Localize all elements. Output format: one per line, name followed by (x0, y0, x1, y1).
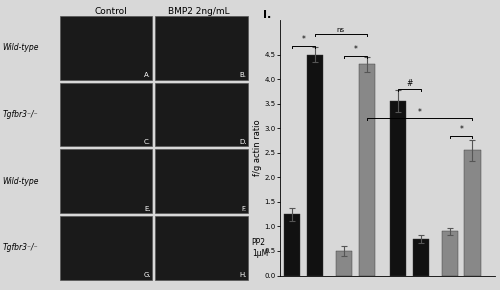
Text: BMP2 2ng/mL: BMP2 2ng/mL (168, 7, 230, 16)
Bar (442, 231, 458, 276)
Bar (464, 150, 480, 276)
Text: *: * (418, 108, 422, 117)
Bar (60, 216, 152, 280)
Text: *: * (354, 45, 358, 54)
Text: *: * (460, 125, 463, 134)
Text: ns: ns (336, 27, 345, 32)
Text: B.: B. (240, 72, 246, 78)
Text: H.: H. (239, 272, 246, 278)
Bar (155, 16, 248, 80)
Text: Tgfbr3⁻/⁻: Tgfbr3⁻/⁻ (2, 110, 38, 119)
Bar (155, 149, 248, 213)
Bar (60, 149, 152, 213)
Text: PP2
1μM: PP2 1μM (252, 238, 268, 258)
Bar (307, 55, 323, 276)
Text: Tgfbr3⁻/⁻: Tgfbr3⁻/⁻ (2, 243, 38, 253)
Bar (60, 83, 152, 146)
Bar (155, 216, 248, 280)
Text: A.: A. (144, 72, 151, 78)
Bar (60, 16, 152, 80)
Bar (284, 214, 300, 276)
Bar (155, 83, 248, 146)
Y-axis label: f/g actin ratio: f/g actin ratio (253, 119, 262, 176)
Text: E.: E. (144, 206, 151, 212)
Bar (358, 64, 375, 276)
Text: #: # (406, 79, 412, 88)
Text: I.: I. (263, 10, 271, 19)
Text: G.: G. (144, 272, 151, 278)
Bar (390, 101, 406, 276)
Bar (336, 251, 352, 276)
Text: F.: F. (242, 206, 246, 212)
Text: C.: C. (144, 139, 151, 145)
Text: *: * (302, 35, 306, 44)
Bar (412, 239, 429, 276)
Text: Wild-type: Wild-type (2, 177, 39, 186)
Text: D.: D. (239, 139, 246, 145)
Text: Control: Control (95, 7, 128, 16)
Text: Wild-type: Wild-type (2, 43, 39, 52)
